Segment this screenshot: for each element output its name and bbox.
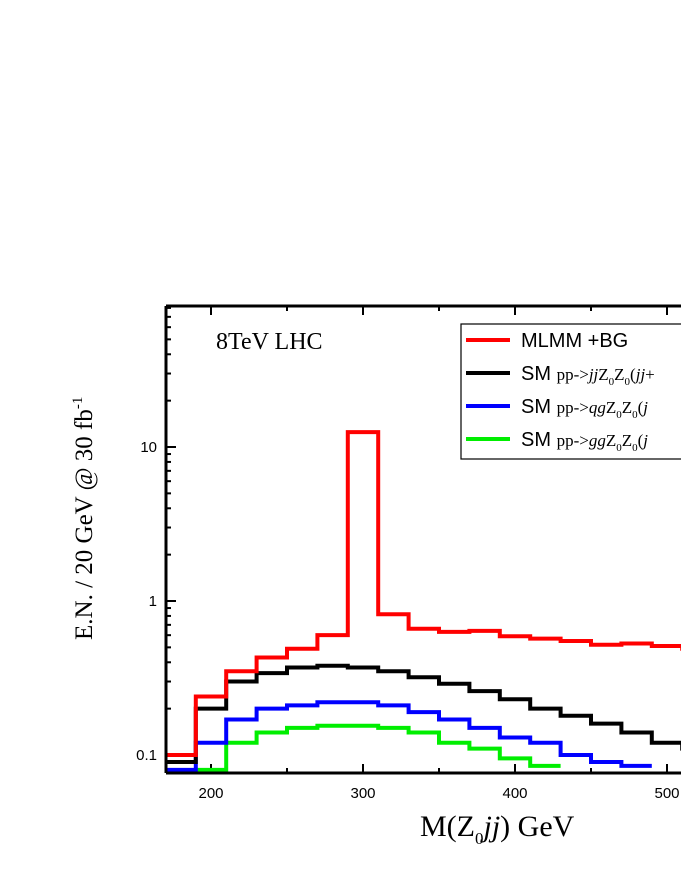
y-tick-label: 0.1 <box>136 747 157 764</box>
y-axis-label: E.N. / 20 GeV @ 30 fb-1 <box>70 397 98 640</box>
x-tick-label: 300 <box>350 785 375 802</box>
legend-label-mlmm: MLMM +BG <box>521 330 628 352</box>
y-tick-label: 10 <box>140 439 157 456</box>
legend-entry-mlmm: MLMM +BG <box>466 330 628 352</box>
tick-labels: 200 300 400 500 0.1 1 10 <box>136 439 679 802</box>
legend-label-sm-qg: SM pp->qgZ0Z0(j <box>521 396 648 421</box>
series-layer <box>166 430 681 772</box>
series-line-2 <box>166 700 652 772</box>
series-line-0 <box>166 430 681 757</box>
legend: MLMM +BG SM pp->jjZ0Z0(jj+ SM pp->qgZ0Z0… <box>460 323 681 460</box>
x-tick-label: 200 <box>198 785 223 802</box>
series-line-3 <box>195 723 561 772</box>
legend-entry-sm-gg: SM pp->ggZ0Z0(j <box>466 429 648 454</box>
series-line-1 <box>166 663 681 765</box>
legend-entry-sm-qg: SM pp->qgZ0Z0(j <box>466 396 648 421</box>
legend-label-sm-gg: SM pp->ggZ0Z0(j <box>521 429 648 454</box>
legend-label-sm-jj: SM pp->jjZ0Z0(jj+ <box>521 363 655 388</box>
chart-annotation: 8TeV LHC <box>216 329 323 355</box>
y-tick-label: 1 <box>149 593 157 610</box>
x-axis-label: M(Z0jj) GeV <box>420 810 575 848</box>
legend-box <box>460 323 681 460</box>
legend-entry-sm-jj: SM pp->jjZ0Z0(jj+ <box>466 363 655 388</box>
x-tick-label: 400 <box>502 785 527 802</box>
x-tick-label: 500 <box>654 785 679 802</box>
